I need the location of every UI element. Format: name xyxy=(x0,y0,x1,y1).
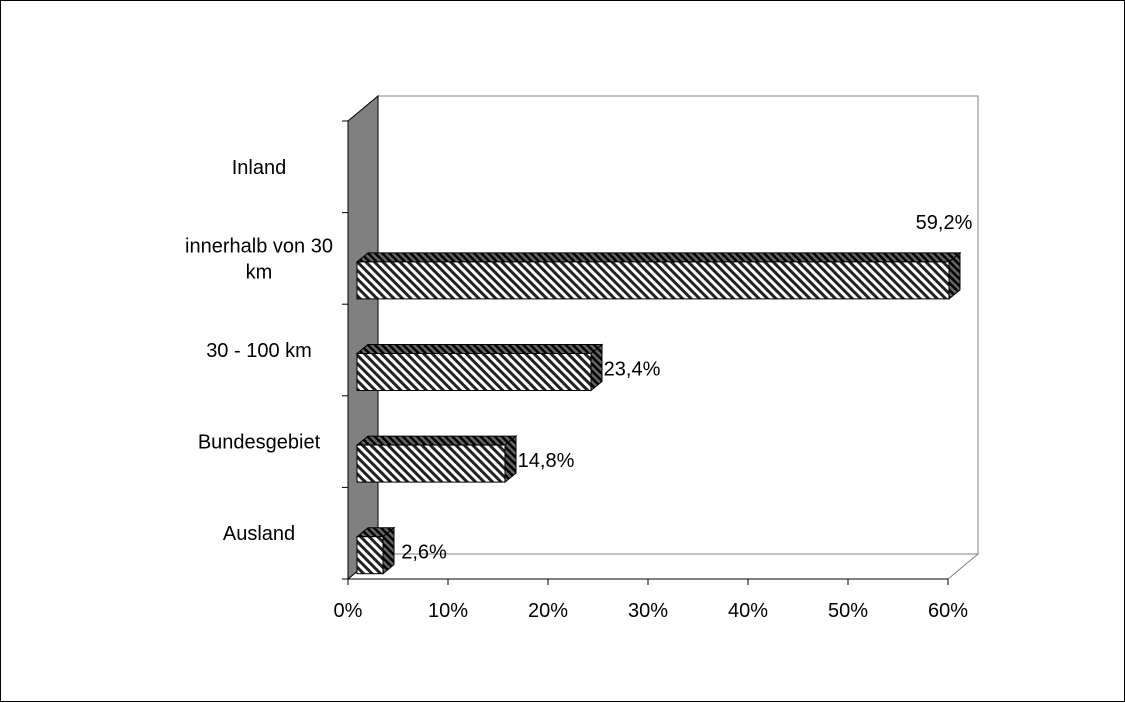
bar xyxy=(357,445,505,482)
data-label: 14,8% xyxy=(518,450,575,472)
back-wall xyxy=(378,96,978,554)
bar-top xyxy=(357,345,602,354)
x-tick-label: 20% xyxy=(528,600,568,622)
bar xyxy=(357,537,383,574)
data-label: 2,6% xyxy=(401,542,447,564)
category-label: 30 - 100 km xyxy=(206,340,312,362)
category-label: Bundesgebiet xyxy=(198,432,321,454)
bar xyxy=(357,262,949,299)
x-tick-label: 30% xyxy=(628,600,668,622)
side-wall xyxy=(348,96,378,579)
x-tick-label: 10% xyxy=(428,600,468,622)
category-label: Ausland xyxy=(223,523,295,545)
bar-top xyxy=(357,253,960,262)
y-axis-labels: Inland innerhalb von 30 km 30 - 100 km Bunde… xyxy=(185,157,333,545)
data-label: 59,2% xyxy=(916,212,973,234)
x-tick-label: 0% xyxy=(334,600,363,622)
plot-walls xyxy=(348,96,978,579)
category-label: Inland xyxy=(232,157,287,179)
bar-top xyxy=(357,436,516,445)
data-label: 23,4% xyxy=(604,359,661,381)
category-label: innerhalb von 30 km xyxy=(185,235,333,283)
x-tick-label: 60% xyxy=(928,600,968,622)
x-tick-label: 50% xyxy=(828,600,868,622)
bar xyxy=(357,354,591,391)
x-tick-label: 40% xyxy=(728,600,768,622)
